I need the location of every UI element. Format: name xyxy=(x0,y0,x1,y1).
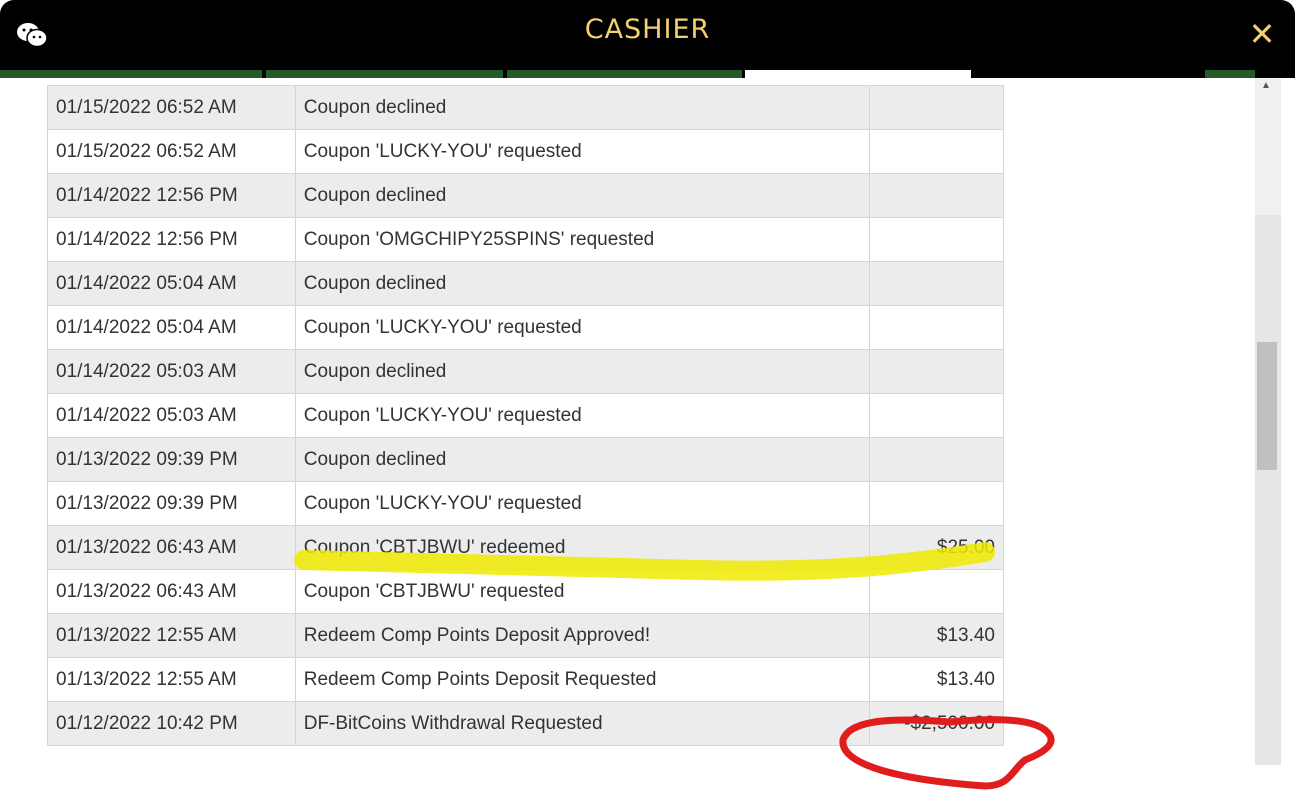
description-cell: Coupon 'LUCKY-YOU' requested xyxy=(294,129,871,174)
date-cell: 01/14/2022 05:03 AM xyxy=(47,393,296,438)
amount-cell xyxy=(869,437,1004,482)
transactions-table: 01/15/2022 06:52 AM Coupon declined 01/15/… xyxy=(47,85,1004,746)
date-cell: 01/13/2022 12:55 AM xyxy=(47,657,296,702)
date-cell: 01/14/2022 12:56 PM xyxy=(47,173,296,218)
table-row: 01/13/2022 09:39 PM Coupon 'LUCKY-YOU' re… xyxy=(47,481,1004,526)
amount-cell xyxy=(869,349,1004,394)
date-cell: 01/14/2022 05:04 AM xyxy=(47,305,296,350)
description-cell: Coupon declined xyxy=(294,173,871,218)
description-cell: DF-BitCoins Withdrawal Requested xyxy=(294,701,871,746)
page-title: CASHIER xyxy=(584,14,711,45)
scrollbar[interactable]: ▲ xyxy=(1255,78,1281,765)
date-cell: 01/14/2022 12:56 PM xyxy=(47,217,296,262)
cashier-header: CASHIER ✕ xyxy=(0,0,1295,70)
date-cell: 01/14/2022 05:04 AM xyxy=(47,261,296,306)
table-row: 01/13/2022 06:43 AM Coupon 'CBTJBWU' requ… xyxy=(47,569,1004,614)
date-cell: 01/13/2022 06:43 AM xyxy=(47,525,296,570)
scroll-track xyxy=(1255,215,1281,765)
description-cell: Coupon declined xyxy=(294,349,871,394)
table-row: 01/12/2022 10:42 PM DF-BitCoins Withdrawa… xyxy=(47,701,1004,746)
amount-cell xyxy=(869,569,1004,614)
date-cell: 01/13/2022 12:55 AM xyxy=(47,613,296,658)
table-row: 01/13/2022 12:55 AM Redeem Comp Points De… xyxy=(47,657,1004,702)
table-row: 01/14/2022 12:56 PM Coupon 'OMGCHIPY25SPI… xyxy=(47,217,1004,262)
scrollbar-thumb[interactable] xyxy=(1257,342,1277,470)
date-cell: 01/13/2022 06:43 AM xyxy=(47,569,296,614)
amount-cell: $13.40 xyxy=(869,613,1004,658)
table-row: 01/15/2022 06:52 AM Coupon 'LUCKY-YOU' re… xyxy=(47,129,1004,174)
description-cell: Coupon declined xyxy=(294,437,871,482)
amount-cell xyxy=(869,129,1004,174)
date-cell: 01/13/2022 09:39 PM xyxy=(47,437,296,482)
description-cell: Coupon 'OMGCHIPY25SPINS' requested xyxy=(294,217,871,262)
description-cell: Coupon 'LUCKY-YOU' requested xyxy=(294,393,871,438)
transaction-history: 01/15/2022 06:52 AM Coupon declined 01/15/… xyxy=(0,78,1255,792)
description-cell: Coupon 'CBTJBWU' redeemed xyxy=(294,525,871,570)
tab-4[interactable] xyxy=(507,70,742,78)
table-row: 01/14/2022 05:03 AM Coupon 'LUCKY-YOU' re… xyxy=(47,393,1004,438)
description-cell: Coupon 'CBTJBWU' requested xyxy=(294,569,871,614)
table-row: 01/15/2022 06:52 AM Coupon declined xyxy=(47,85,1004,130)
close-icon[interactable]: ✕ xyxy=(1248,16,1276,52)
tab-2[interactable] xyxy=(40,70,262,78)
wechat-icon[interactable] xyxy=(16,22,48,48)
description-cell: Coupon declined xyxy=(294,85,871,130)
amount-cell: $25.00 xyxy=(869,525,1004,570)
table-row: 01/13/2022 09:39 PM Coupon declined xyxy=(47,437,1004,482)
amount-cell xyxy=(869,261,1004,306)
tab-1[interactable] xyxy=(0,70,40,78)
date-cell: 01/15/2022 06:52 AM xyxy=(47,85,296,130)
table-row: 01/13/2022 06:43 AM Coupon 'CBTJBWU' rede… xyxy=(47,525,1004,570)
date-cell: 01/15/2022 06:52 AM xyxy=(47,129,296,174)
amount-cell xyxy=(869,481,1004,526)
description-cell: Redeem Comp Points Deposit Approved! xyxy=(294,613,871,658)
table-row: 01/13/2022 12:55 AM Redeem Comp Points De… xyxy=(47,613,1004,658)
table-row: 01/14/2022 12:56 PM Coupon declined xyxy=(47,173,1004,218)
table-row: 01/14/2022 05:03 AM Coupon declined xyxy=(47,349,1004,394)
date-cell: 01/13/2022 09:39 PM xyxy=(47,481,296,526)
table-row: 01/14/2022 05:04 AM Coupon declined xyxy=(47,261,1004,306)
date-cell: 01/12/2022 10:42 PM xyxy=(47,701,296,746)
date-cell: 01/14/2022 05:03 AM xyxy=(47,349,296,394)
description-cell: Coupon declined xyxy=(294,261,871,306)
tab-3[interactable] xyxy=(266,70,503,78)
amount-cell: -$2,500.00 xyxy=(869,701,1004,746)
amount-cell xyxy=(869,217,1004,262)
description-cell: Coupon 'LUCKY-YOU' requested xyxy=(294,305,871,350)
amount-cell xyxy=(869,173,1004,218)
tab-6[interactable] xyxy=(1205,70,1255,78)
amount-cell xyxy=(869,305,1004,350)
description-cell: Redeem Comp Points Deposit Requested xyxy=(294,657,871,702)
tab-active[interactable] xyxy=(745,70,971,78)
amount-cell xyxy=(869,85,1004,130)
amount-cell xyxy=(869,393,1004,438)
table-row: 01/14/2022 05:04 AM Coupon 'LUCKY-YOU' re… xyxy=(47,305,1004,350)
scroll-up-icon[interactable]: ▲ xyxy=(1261,80,1271,91)
amount-cell: $13.40 xyxy=(869,657,1004,702)
description-cell: Coupon 'LUCKY-YOU' requested xyxy=(294,481,871,526)
tab-bar xyxy=(0,70,1295,78)
